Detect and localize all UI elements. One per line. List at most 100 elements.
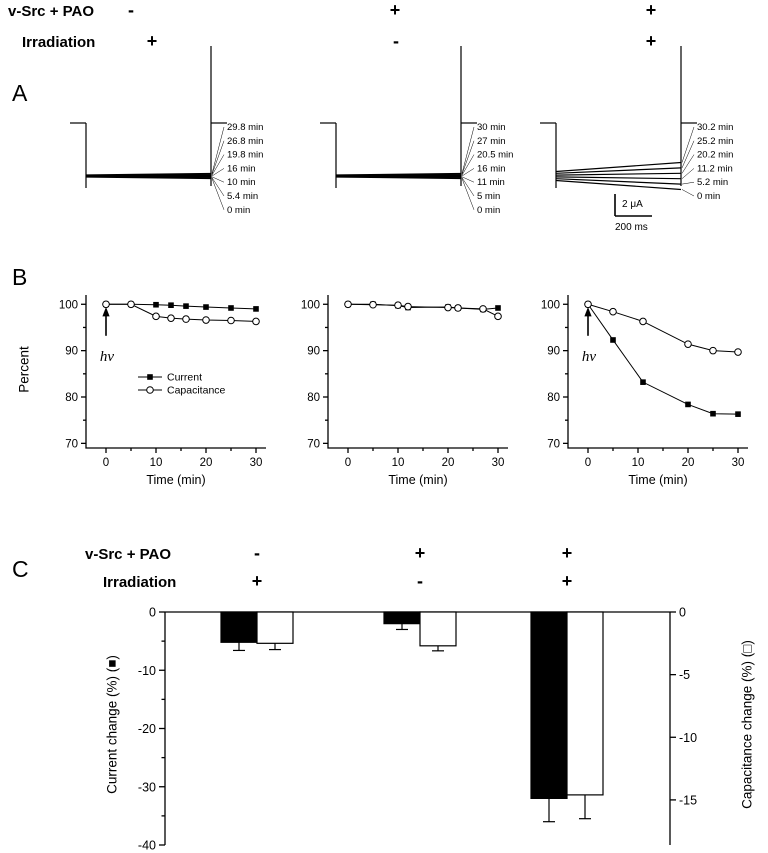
left-tick-label: -10: [138, 664, 156, 678]
trace-time-label: 11.2 min: [697, 163, 733, 174]
filled-square-marker: [610, 337, 616, 343]
y-tick-label: 80: [307, 392, 320, 404]
leader-line: [681, 168, 695, 179]
right-tick-label: -15: [679, 793, 697, 807]
plot-axes: [567, 295, 748, 449]
filled-square-marker: [168, 302, 174, 308]
open-circle-marker: [444, 303, 452, 312]
open-circle-marker: [227, 316, 235, 325]
panel-c-sign-r2c3: +: [561, 571, 573, 591]
open-circle-marker: [152, 312, 160, 321]
open-circle-marker: [404, 302, 412, 311]
right-tick-label: -10: [679, 731, 697, 745]
open-circle-marker: [127, 300, 135, 309]
current-trace: [555, 176, 682, 180]
x-axis-title: Time (min): [628, 473, 687, 487]
data-series-line: [106, 303, 257, 310]
trace-time-label: 20.2 min: [697, 150, 733, 161]
filled-square-marker: [710, 410, 716, 417]
open-circle-marker: [182, 315, 190, 323]
y-tick-label: 80: [547, 392, 560, 404]
leader-line: [461, 177, 475, 197]
open-circle-marker: [609, 307, 617, 316]
trace-time-label: 0 min: [697, 191, 720, 202]
trace-time-label: 26.8 min: [227, 136, 263, 147]
bar-chart-right-axis-title: Capacitance change (%) (□): [739, 640, 755, 809]
leader-line: [211, 168, 225, 177]
panel-c-sign-r2c1: +: [251, 571, 263, 591]
hv-annotation: hν: [100, 349, 115, 365]
open-circle-marker: [394, 301, 402, 310]
trace-time-label: 30.2 min: [697, 122, 733, 133]
header-vsrc-pao-label: v-Src + PAO: [8, 3, 95, 20]
header-sign-r2c2: -: [393, 31, 399, 51]
open-circle-marker: [146, 386, 154, 394]
scale-bar-time-label: 200 ms: [615, 222, 648, 233]
x-tick-label: 10: [632, 457, 645, 469]
trace-group-2: 30 min 27 min 20.5 min 16 min 11 min 5 min 0 m…: [320, 46, 513, 216]
data-series-line: [347, 303, 499, 317]
panel-a-label: A: [12, 80, 28, 106]
bar-chart: 0 -10 -20 -30 -40 0 -5 -10 -15: [138, 606, 697, 853]
trace-time-label: 10 min: [227, 177, 256, 188]
left-tick-label: -30: [138, 780, 156, 794]
filled-square-marker: [147, 374, 153, 380]
header-sign-r2c1: +: [146, 31, 158, 51]
open-circle-marker: [684, 340, 692, 348]
header-sign-r2c3: +: [645, 31, 657, 51]
hv-annotation: hν: [582, 349, 597, 365]
current-change-bar: [530, 611, 568, 799]
filled-square-marker: [735, 411, 741, 417]
left-tick-label: -40: [138, 839, 156, 853]
y-tick-label: 70: [547, 438, 560, 450]
filled-square-marker: [183, 303, 189, 309]
trace-time-label: 20.5 min: [477, 150, 513, 161]
legend-label: Capacitance: [167, 385, 226, 397]
y-tick-label: 100: [301, 299, 320, 311]
trace-time-label: 5 min: [477, 191, 500, 202]
panel-c-sign-r1c2: +: [414, 543, 426, 563]
x-tick-label: 30: [732, 457, 745, 469]
y-tick-label: 90: [547, 346, 560, 358]
open-circle-marker: [709, 346, 717, 355]
filled-square-marker: [228, 305, 234, 311]
legend-label: Current: [167, 372, 202, 384]
leader-line: [211, 126, 225, 174]
x-tick-label: 30: [250, 457, 263, 469]
y-tick-label: 100: [59, 299, 78, 311]
current-change-bar: [220, 611, 258, 643]
leader-line: [461, 140, 475, 175]
open-circle-marker: [454, 304, 462, 312]
capacitance-change-bar: [419, 611, 457, 647]
trace-time-label: 27 min: [477, 136, 506, 147]
plot-axes: [327, 295, 508, 449]
leader-line: [461, 154, 475, 176]
scale-bar-current-label: 2 μA: [622, 199, 643, 210]
leader-line: [681, 189, 695, 197]
leader-line: [681, 181, 695, 185]
trace-time-label: 0 min: [477, 205, 500, 216]
arrow-head: [584, 307, 592, 317]
y-tick-label: 70: [307, 438, 320, 450]
trace-time-label: 19.8 min: [227, 150, 263, 161]
x-tick-label: 0: [103, 457, 109, 469]
leader-line: [211, 176, 225, 183]
x-tick-label: 20: [682, 457, 695, 469]
trace-group-3: 30.2 min 25.2 min 20.2 min 11.2 min 5.2 min 0…: [540, 46, 733, 233]
filled-square-marker: [685, 401, 691, 408]
trace-time-label: 0 min: [227, 205, 250, 216]
x-tick-label: 0: [585, 457, 591, 469]
header-sign-r1c3: +: [645, 0, 657, 20]
x-tick-label: 10: [392, 457, 405, 469]
current-trace: [555, 179, 682, 191]
right-tick-label: 0: [679, 606, 686, 620]
current-trace: [555, 178, 682, 185]
capacitance-change-bar: [256, 611, 294, 644]
open-circle-marker: [202, 316, 210, 324]
trace-time-label: 5.4 min: [227, 191, 258, 202]
leader-line: [461, 168, 475, 177]
open-circle-marker: [252, 317, 260, 326]
x-tick-label: 20: [200, 457, 213, 469]
trace-time-label: 5.2 min: [697, 177, 728, 188]
bar-chart-left-axis-title: Current change (%) (■): [104, 655, 120, 794]
